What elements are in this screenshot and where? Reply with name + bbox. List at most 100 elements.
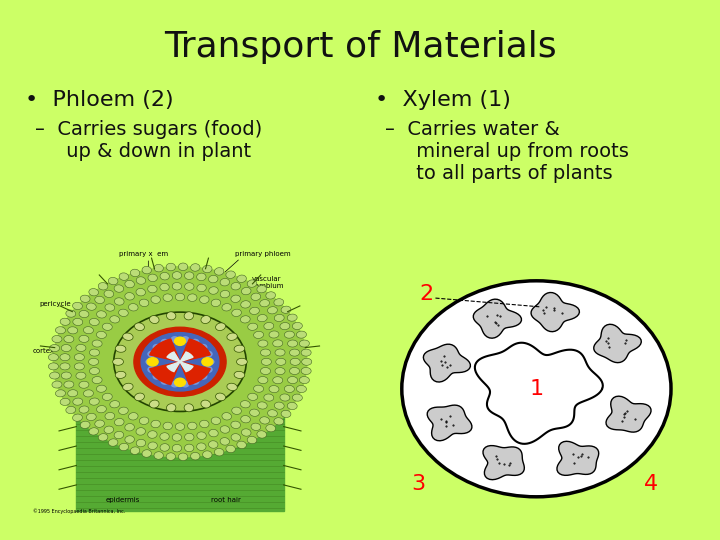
Circle shape — [153, 345, 161, 350]
Wedge shape — [180, 339, 210, 362]
Ellipse shape — [114, 431, 124, 439]
Ellipse shape — [301, 349, 311, 356]
Ellipse shape — [148, 431, 157, 438]
Ellipse shape — [274, 299, 284, 306]
Ellipse shape — [260, 300, 269, 307]
Ellipse shape — [257, 431, 266, 438]
Ellipse shape — [125, 293, 135, 300]
Ellipse shape — [73, 414, 82, 421]
Ellipse shape — [274, 402, 284, 409]
Ellipse shape — [166, 263, 176, 271]
Ellipse shape — [188, 422, 197, 430]
Ellipse shape — [253, 385, 264, 392]
Wedge shape — [167, 352, 180, 362]
Ellipse shape — [119, 443, 129, 451]
Ellipse shape — [287, 402, 297, 409]
Ellipse shape — [274, 314, 284, 321]
Ellipse shape — [227, 333, 238, 340]
Ellipse shape — [122, 333, 133, 340]
Ellipse shape — [176, 293, 185, 301]
Ellipse shape — [102, 323, 112, 330]
Ellipse shape — [115, 345, 126, 352]
Ellipse shape — [114, 298, 124, 305]
Circle shape — [147, 357, 158, 366]
Ellipse shape — [76, 400, 284, 427]
Ellipse shape — [125, 436, 135, 443]
Ellipse shape — [241, 429, 251, 436]
Ellipse shape — [199, 296, 209, 303]
Ellipse shape — [160, 444, 169, 451]
Ellipse shape — [197, 284, 206, 292]
Ellipse shape — [98, 434, 108, 441]
Ellipse shape — [110, 316, 120, 323]
Ellipse shape — [209, 275, 218, 283]
Ellipse shape — [166, 404, 176, 412]
Ellipse shape — [125, 280, 135, 288]
Ellipse shape — [140, 299, 149, 307]
Text: pericycle: pericycle — [39, 301, 71, 307]
Ellipse shape — [197, 432, 206, 440]
Ellipse shape — [188, 294, 197, 301]
Ellipse shape — [160, 433, 169, 440]
Circle shape — [204, 352, 212, 357]
Ellipse shape — [160, 272, 169, 280]
Ellipse shape — [226, 271, 235, 279]
Ellipse shape — [50, 372, 60, 379]
Text: ©1995 Encyclopaedia Britannica, Inc.: ©1995 Encyclopaedia Britannica, Inc. — [33, 508, 125, 514]
Ellipse shape — [172, 282, 181, 290]
Ellipse shape — [64, 381, 74, 388]
Ellipse shape — [266, 424, 276, 432]
Ellipse shape — [105, 304, 114, 311]
Ellipse shape — [240, 401, 250, 408]
PathPatch shape — [427, 405, 472, 441]
Ellipse shape — [232, 407, 241, 414]
Ellipse shape — [215, 268, 224, 275]
Circle shape — [402, 281, 671, 497]
Ellipse shape — [211, 417, 220, 424]
Text: primary phloem: primary phloem — [235, 251, 290, 257]
Ellipse shape — [292, 322, 302, 329]
Ellipse shape — [227, 383, 238, 390]
Ellipse shape — [184, 312, 194, 320]
Ellipse shape — [48, 363, 58, 370]
Circle shape — [161, 379, 168, 384]
Wedge shape — [167, 362, 180, 372]
Text: root hair: root hair — [211, 497, 241, 503]
Ellipse shape — [105, 413, 114, 420]
Ellipse shape — [231, 295, 240, 302]
Ellipse shape — [95, 296, 104, 303]
Ellipse shape — [184, 433, 194, 441]
Wedge shape — [180, 362, 210, 384]
Ellipse shape — [89, 368, 99, 375]
Ellipse shape — [130, 447, 140, 455]
Ellipse shape — [151, 420, 161, 428]
Ellipse shape — [84, 390, 94, 397]
Ellipse shape — [130, 269, 140, 276]
Ellipse shape — [197, 273, 206, 281]
Circle shape — [199, 374, 207, 379]
Circle shape — [148, 352, 156, 357]
Ellipse shape — [220, 279, 230, 286]
Text: •  Phloem (2): • Phloem (2) — [25, 90, 174, 110]
Ellipse shape — [261, 359, 271, 365]
Ellipse shape — [258, 376, 268, 383]
Ellipse shape — [234, 345, 245, 352]
Ellipse shape — [66, 310, 76, 317]
Ellipse shape — [292, 394, 302, 401]
Ellipse shape — [86, 413, 96, 421]
Ellipse shape — [73, 398, 83, 405]
Ellipse shape — [289, 368, 300, 375]
Ellipse shape — [76, 372, 86, 379]
Ellipse shape — [179, 263, 188, 271]
Ellipse shape — [73, 319, 83, 326]
Ellipse shape — [226, 445, 235, 453]
Ellipse shape — [96, 406, 107, 413]
Ellipse shape — [68, 390, 78, 397]
Ellipse shape — [257, 314, 267, 322]
Ellipse shape — [251, 293, 261, 300]
Ellipse shape — [220, 291, 230, 298]
Ellipse shape — [273, 377, 283, 384]
Ellipse shape — [268, 410, 277, 417]
Ellipse shape — [108, 278, 118, 285]
Ellipse shape — [258, 340, 268, 347]
